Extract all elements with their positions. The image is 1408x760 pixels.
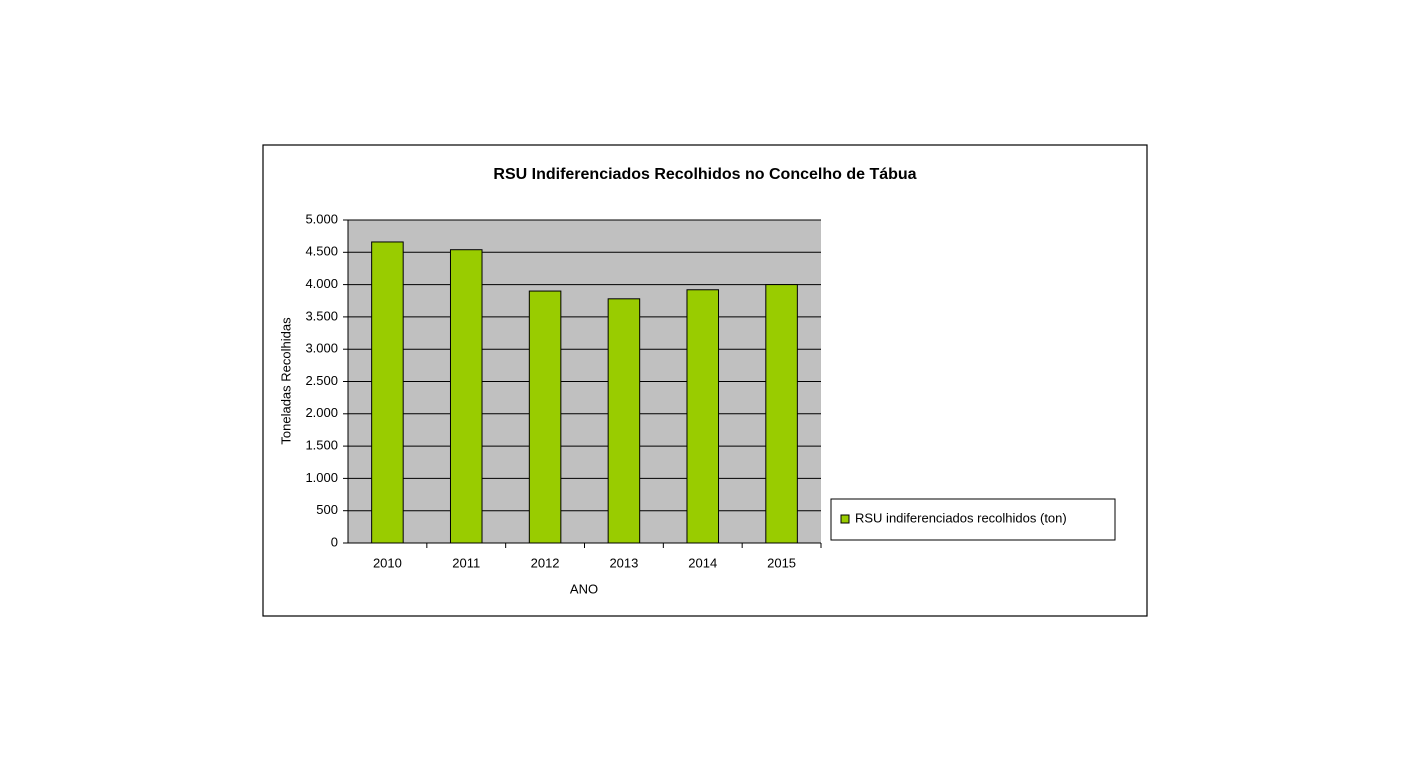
x-tick-label: 2012 xyxy=(531,555,560,570)
legend-label: RSU indiferenciados recolhidos (ton) xyxy=(855,510,1067,525)
y-tick-label: 1.000 xyxy=(305,470,338,485)
y-tick-label: 5.000 xyxy=(305,211,338,226)
y-tick-label: 3.000 xyxy=(305,341,338,356)
bar xyxy=(686,289,720,544)
bar xyxy=(371,241,404,544)
y-tick-label: 500 xyxy=(316,502,338,517)
y-tick-label: 4.500 xyxy=(305,244,338,259)
x-tick-label: 2013 xyxy=(609,555,638,570)
x-axis-label: ANO xyxy=(570,581,598,596)
bar xyxy=(449,249,483,544)
legend-swatch xyxy=(840,514,850,524)
y-tick-label: 1.500 xyxy=(305,438,338,453)
y-tick-label: 3.500 xyxy=(305,308,338,323)
x-tick-label: 2014 xyxy=(688,555,717,570)
x-tick-label: 2011 xyxy=(452,555,480,570)
y-tick-label: 0 xyxy=(331,534,338,549)
bar xyxy=(765,284,798,544)
y-axis-label: Toneladas Recolhidas xyxy=(278,317,293,445)
x-tick-label: 2015 xyxy=(767,555,796,570)
y-tick-label: 4.000 xyxy=(305,276,338,291)
bar xyxy=(607,298,641,544)
y-tick-label: 2.000 xyxy=(305,405,338,420)
y-tick-label: 2.500 xyxy=(305,373,338,388)
x-tick-label: 2010 xyxy=(373,555,402,570)
legend xyxy=(830,498,1116,541)
chart-title: RSU Indiferenciados Recolhidos no Concel… xyxy=(493,166,916,183)
bar xyxy=(528,290,562,544)
